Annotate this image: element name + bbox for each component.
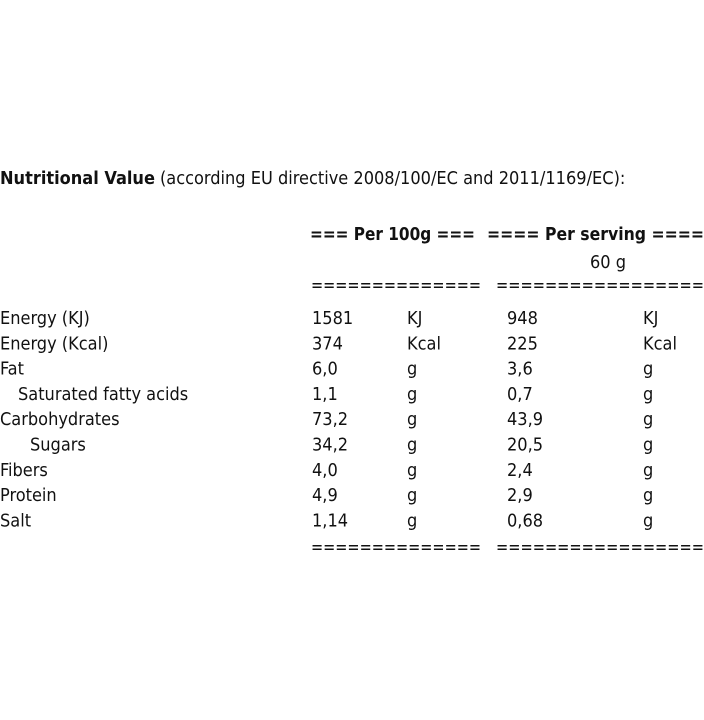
row-label: Fat bbox=[0, 359, 24, 380]
unit-per-serving: g bbox=[643, 384, 653, 405]
row-label: Sugars bbox=[30, 435, 86, 456]
unit-per-100g: KJ bbox=[407, 308, 422, 329]
title-bold: Nutritional Value bbox=[0, 168, 155, 189]
value-per-100g: 1,14 bbox=[312, 510, 348, 531]
value-per-serving: 2,9 bbox=[507, 485, 533, 506]
unit-per-serving: KJ bbox=[643, 308, 658, 329]
row-label: Fibers bbox=[0, 460, 48, 481]
row-label: Salt bbox=[0, 510, 31, 531]
unit-per-serving: g bbox=[643, 510, 653, 531]
column-header: === Per 100g === bbox=[310, 224, 475, 245]
separator: ============== bbox=[311, 275, 481, 296]
value-per-100g: 4,0 bbox=[312, 460, 338, 481]
row-label: Saturated fatty acids bbox=[18, 384, 188, 405]
title-rest: (according EU directive 2008/100/EC and … bbox=[160, 168, 625, 189]
unit-per-serving: g bbox=[643, 359, 653, 380]
serving-size: 60 g bbox=[590, 252, 626, 273]
separator: ============== bbox=[311, 537, 481, 558]
unit-per-100g: g bbox=[407, 435, 417, 456]
unit-per-serving: Kcal bbox=[643, 333, 677, 354]
value-per-serving: 3,6 bbox=[507, 359, 533, 380]
value-per-100g: 6,0 bbox=[312, 359, 338, 380]
value-per-100g: 34,2 bbox=[312, 435, 348, 456]
value-per-serving: 2,4 bbox=[507, 460, 533, 481]
value-per-serving: 0,68 bbox=[507, 510, 543, 531]
row-label: Carbohydrates bbox=[0, 409, 120, 430]
separator: ================= bbox=[496, 275, 704, 296]
value-per-100g: 374 bbox=[312, 333, 343, 354]
row-label: Energy (Kcal) bbox=[0, 333, 108, 354]
value-per-100g: 1,1 bbox=[312, 384, 338, 405]
row-label: Protein bbox=[0, 485, 57, 506]
unit-per-serving: g bbox=[643, 409, 653, 430]
unit-per-100g: g bbox=[407, 409, 417, 430]
value-per-serving: 43,9 bbox=[507, 409, 543, 430]
value-per-serving: 225 bbox=[507, 333, 538, 354]
unit-per-serving: g bbox=[643, 460, 653, 481]
value-per-100g: 73,2 bbox=[312, 409, 348, 430]
unit-per-100g: g bbox=[407, 485, 417, 506]
unit-per-100g: g bbox=[407, 460, 417, 481]
value-per-100g: 4,9 bbox=[312, 485, 338, 506]
unit-per-serving: g bbox=[643, 435, 653, 456]
unit-per-serving: g bbox=[643, 485, 653, 506]
value-per-serving: 20,5 bbox=[507, 435, 543, 456]
column-header: ==== Per serving ==== bbox=[487, 224, 704, 245]
title: Nutritional Value (according EU directive… bbox=[0, 168, 625, 189]
value-per-serving: 0,7 bbox=[507, 384, 533, 405]
value-per-100g: 1581 bbox=[312, 308, 353, 329]
table-rows: Energy (KJ) 1581 KJ 948 KJ Energy (Kcal) 374 Kc… bbox=[0, 308, 677, 531]
unit-per-100g: g bbox=[407, 510, 417, 531]
unit-per-100g: g bbox=[407, 359, 417, 380]
row-label: Energy (KJ) bbox=[0, 308, 90, 329]
separator: ================= bbox=[496, 537, 704, 558]
unit-per-100g: g bbox=[407, 384, 417, 405]
value-per-serving: 948 bbox=[507, 308, 538, 329]
unit-per-100g: Kcal bbox=[407, 333, 441, 354]
